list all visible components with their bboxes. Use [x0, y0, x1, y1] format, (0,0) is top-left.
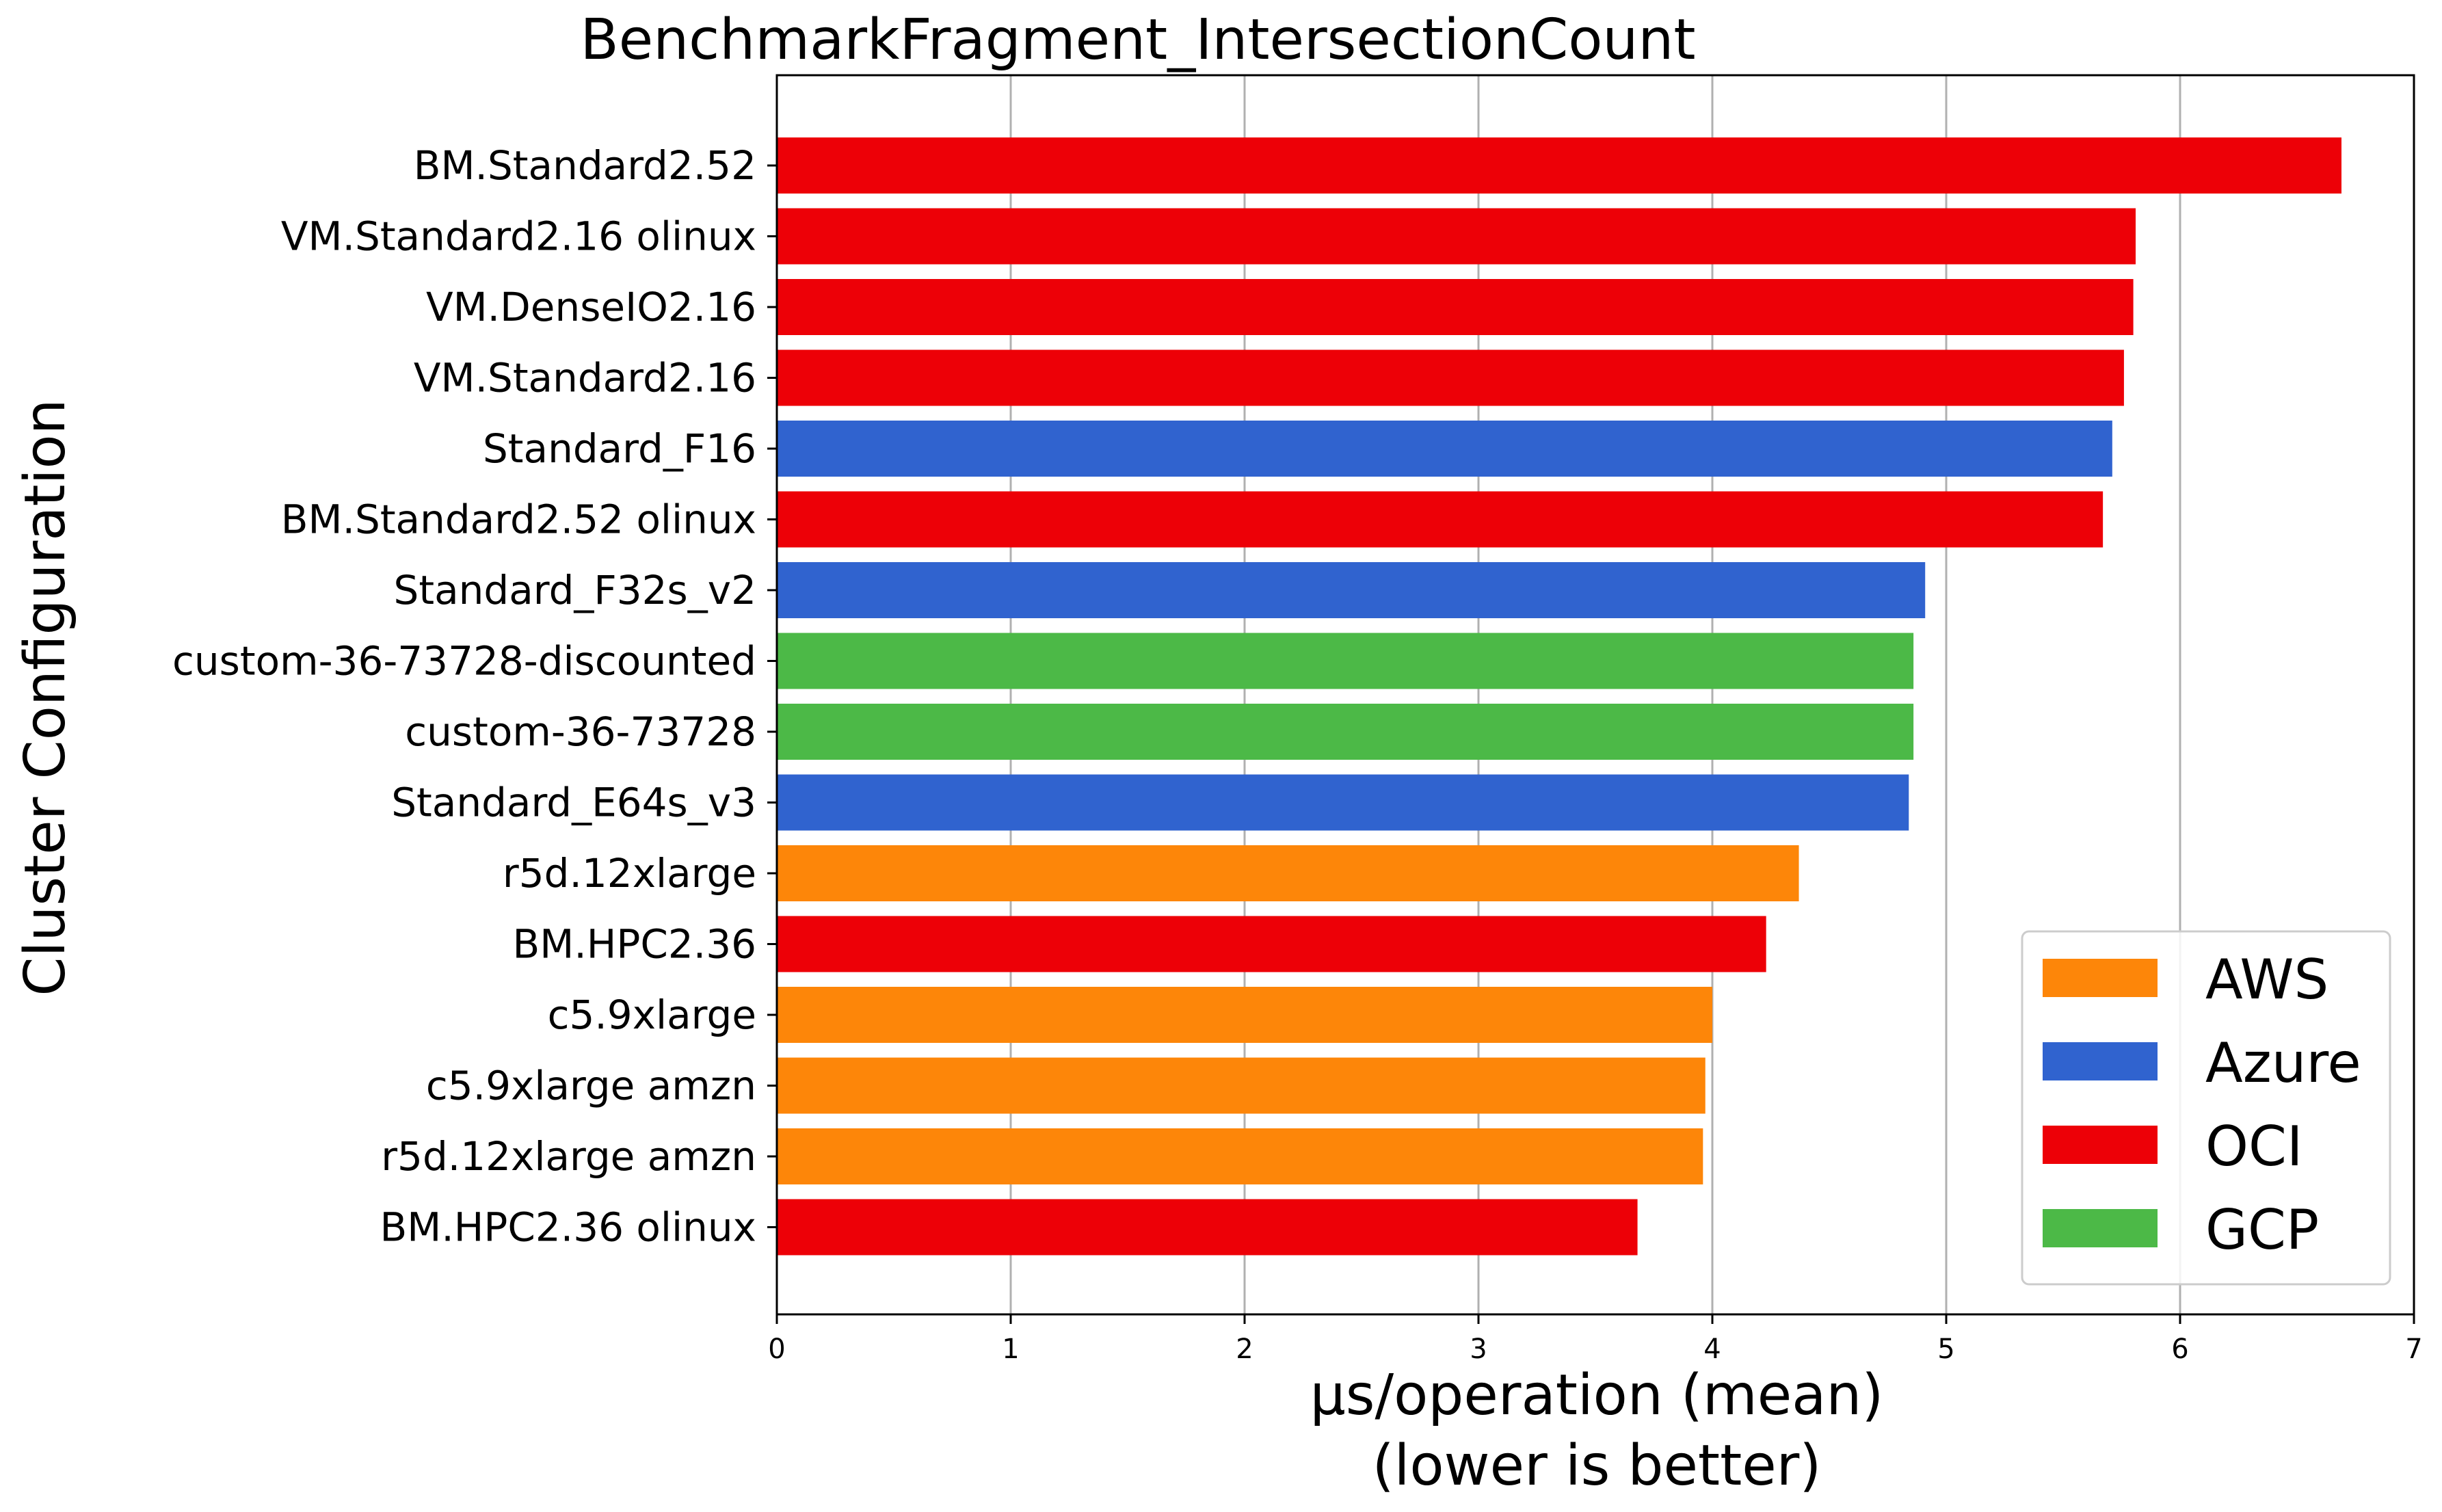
- bar: [777, 1057, 1706, 1114]
- y-tick-label: r5d.12xlarge amzn: [381, 1133, 756, 1180]
- y-tick-label: Standard_F16: [483, 425, 756, 472]
- y-tick-label: custom-36-73728: [405, 708, 756, 755]
- bar: [777, 987, 1712, 1043]
- legend-label: Azure: [2205, 1031, 2361, 1095]
- y-tick-label: custom-36-73728-discounted: [172, 638, 756, 685]
- x-tick-label: 1: [1002, 1334, 1019, 1365]
- bar: [777, 916, 1766, 972]
- x-axis-label: µs/operation (mean): [1310, 1363, 1884, 1428]
- chart-title: BenchmarkFragment_IntersectionCount: [580, 8, 1695, 72]
- bar: [777, 1128, 1703, 1184]
- bars: [777, 137, 2341, 1256]
- x-tick-label: 5: [1937, 1334, 1954, 1365]
- legend-swatch: [2043, 1126, 2158, 1164]
- bar: [777, 633, 1914, 689]
- x-tick-label: 2: [1236, 1334, 1253, 1365]
- y-tick-label: r5d.12xlarge: [503, 850, 756, 897]
- y-tick-label: Standard_F32s_v2: [394, 567, 756, 613]
- y-tick-label: BM.HPC2.36: [513, 921, 757, 968]
- y-tick-label: c5.9xlarge amzn: [426, 1063, 756, 1109]
- y-tick-label: BM.HPC2.36 olinux: [380, 1204, 757, 1251]
- legend-swatch: [2043, 1209, 2158, 1247]
- y-tick-label: VM.Standard2.16: [414, 355, 756, 401]
- bar: [777, 208, 2136, 265]
- x-tick-label: 4: [1703, 1334, 1721, 1365]
- legend-swatch: [2043, 959, 2158, 997]
- bar: [777, 279, 2134, 335]
- x-tick-label: 6: [2171, 1334, 2188, 1365]
- y-tick-label: BM.Standard2.52 olinux: [281, 496, 756, 543]
- plot-area-frame: [775, 74, 2415, 1316]
- x-axis-label-line2: (lower is better): [1372, 1433, 1822, 1498]
- x-tick-label: 0: [768, 1334, 785, 1365]
- bar: [777, 774, 1909, 831]
- y-axis-label: Cluster Configuration: [13, 399, 78, 996]
- bar: [777, 349, 2124, 406]
- legend-label: GCP: [2205, 1198, 2319, 1262]
- legend-box: [2021, 930, 2391, 1286]
- legend-swatch: [2043, 1042, 2158, 1080]
- y-tick-label: VM.DenseIO2.16: [426, 284, 756, 330]
- bar: [777, 704, 1914, 760]
- legend-label: OCI: [2205, 1115, 2302, 1178]
- bar: [777, 137, 2341, 194]
- bar: [777, 1199, 1638, 1256]
- y-axis-labels: BM.Standard2.52 VM.Standard2.16 olinux VM.…: [172, 142, 777, 1251]
- y-tick-label: VM.Standard2.16 olinux: [281, 213, 756, 260]
- legend: AWS Azure OCI GCP: [2021, 930, 2391, 1286]
- x-axis-ticks: 0 1 2 3 4 5 6 7: [768, 1314, 2423, 1365]
- x-tick-label: 3: [1470, 1334, 1487, 1365]
- bar: [777, 562, 1926, 618]
- y-tick-label: Standard_E64s_v3: [391, 780, 756, 826]
- y-tick-label: BM.Standard2.52: [414, 142, 756, 189]
- bar: [777, 491, 2103, 548]
- bar: [777, 421, 2112, 477]
- legend-label: AWS: [2205, 948, 2328, 1011]
- y-tick-label: c5.9xlarge: [548, 992, 756, 1038]
- bar: [777, 845, 1799, 901]
- x-tick-label: 7: [2405, 1334, 2422, 1365]
